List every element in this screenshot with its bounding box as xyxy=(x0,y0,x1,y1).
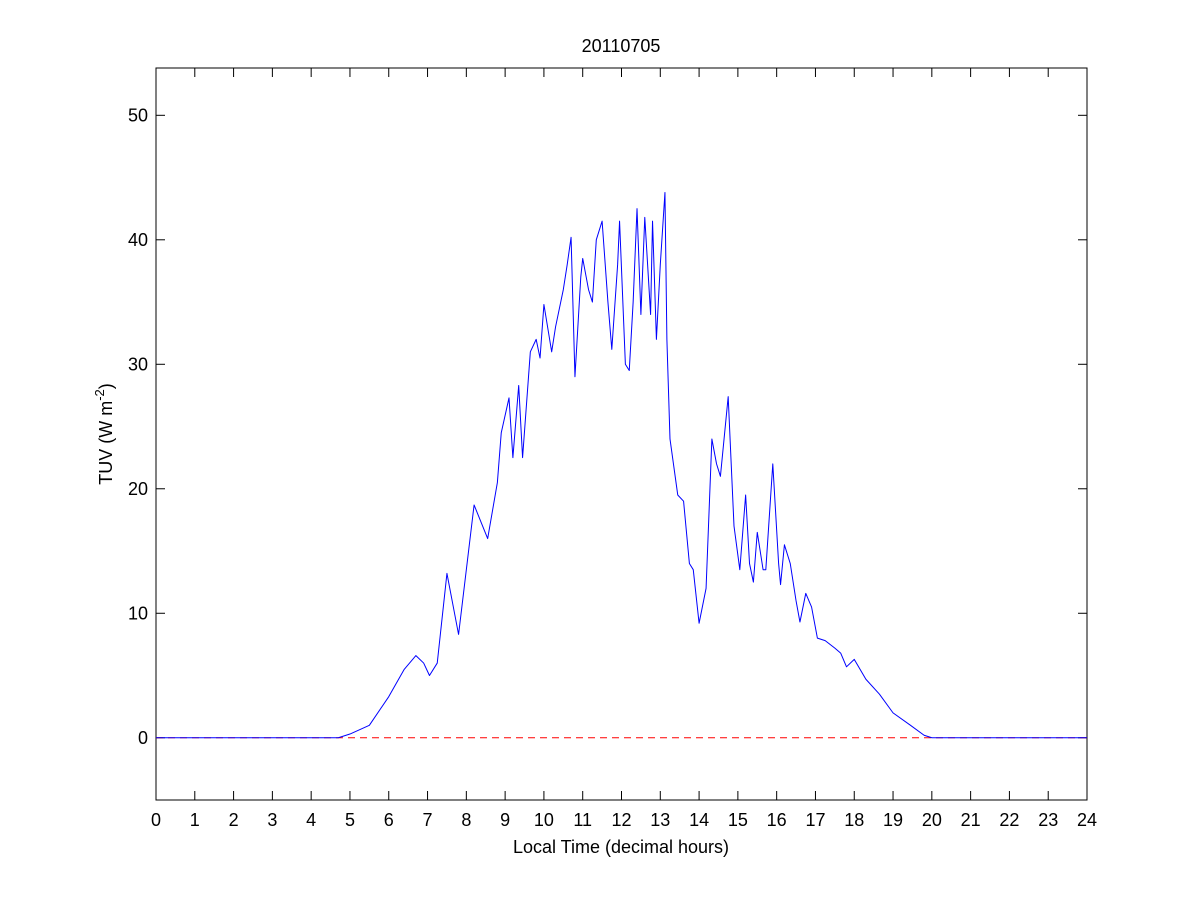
x-tick-label: 21 xyxy=(961,810,981,830)
y-tick-label: 50 xyxy=(128,105,148,125)
x-tick-label: 0 xyxy=(151,810,161,830)
x-axis-label: Local Time (decimal hours) xyxy=(513,837,729,857)
x-tick-label: 4 xyxy=(306,810,316,830)
x-tick-label: 18 xyxy=(844,810,864,830)
x-tick-label: 5 xyxy=(345,810,355,830)
x-tick-label: 17 xyxy=(805,810,825,830)
x-tick-label: 3 xyxy=(267,810,277,830)
y-tick-label: 30 xyxy=(128,354,148,374)
y-axis-label: TUV (W m-2) xyxy=(92,383,116,485)
y-label-sup: -2 xyxy=(92,389,107,401)
x-tick-label: 10 xyxy=(534,810,554,830)
chart-title: 20110705 xyxy=(582,36,661,56)
x-tick-label: 19 xyxy=(883,810,903,830)
y-label-end: ) xyxy=(96,383,116,389)
x-tick-label: 22 xyxy=(999,810,1019,830)
x-tick-label: 12 xyxy=(611,810,631,830)
plot-box xyxy=(155,67,1088,801)
y-tick-label: 0 xyxy=(138,728,148,748)
y-tick-label: 10 xyxy=(128,603,148,623)
x-tick-label: 16 xyxy=(767,810,787,830)
x-tick-label: 7 xyxy=(423,810,433,830)
x-tick-label: 9 xyxy=(500,810,510,830)
x-tick-label: 20 xyxy=(922,810,942,830)
x-tick-label: 1 xyxy=(190,810,200,830)
data-line xyxy=(156,191,1087,739)
x-tick-label: 11 xyxy=(573,810,592,830)
y-tick-label: 40 xyxy=(128,230,148,250)
x-tick-label: 14 xyxy=(689,810,709,830)
x-tick-label: 13 xyxy=(650,810,670,830)
x-tick-label: 2 xyxy=(229,810,239,830)
y-label-main: TUV (W m xyxy=(96,401,116,485)
x-tick-label: 23 xyxy=(1038,810,1058,830)
x-tick-label: 24 xyxy=(1077,810,1097,830)
x-tick-label: 6 xyxy=(384,810,394,830)
x-tick-label: 15 xyxy=(728,810,748,830)
x-tick-label: 8 xyxy=(461,810,471,830)
y-tick-label: 20 xyxy=(128,479,148,499)
